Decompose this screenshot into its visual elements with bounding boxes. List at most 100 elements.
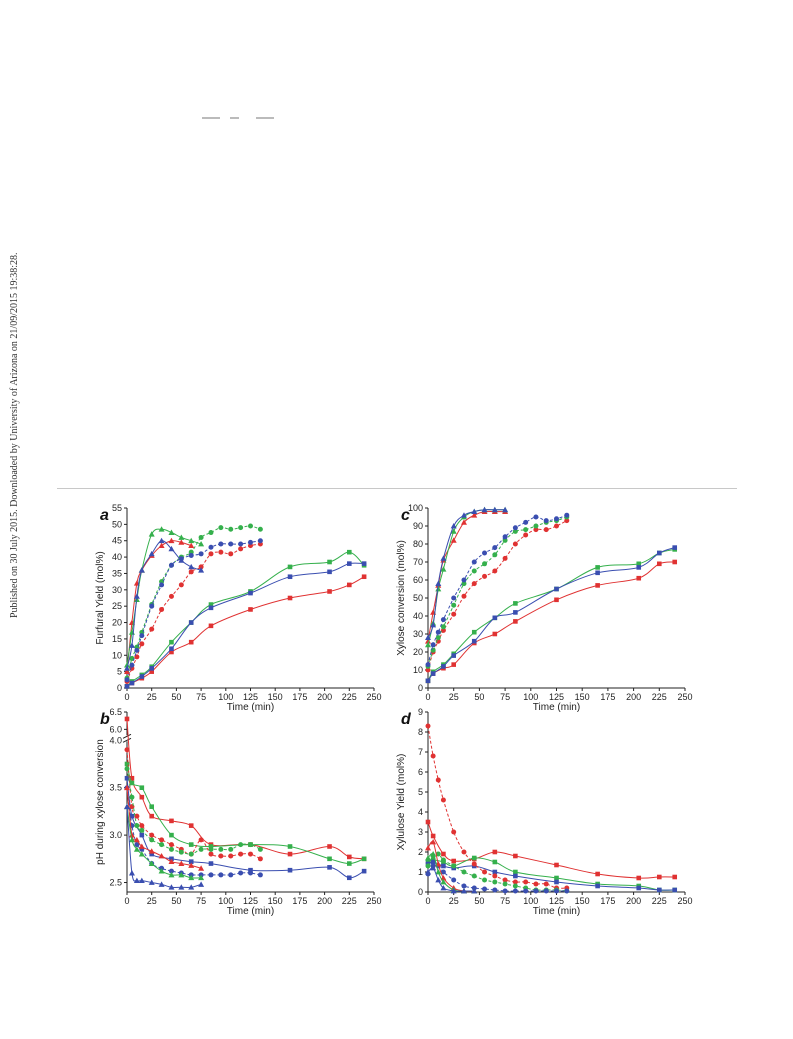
data-point xyxy=(238,546,244,552)
data-point xyxy=(481,506,488,513)
y-axis-label: pH during xylose conversion xyxy=(95,739,106,865)
data-point xyxy=(430,671,436,676)
data-point xyxy=(361,856,367,862)
y-tick-label: 1 xyxy=(418,867,423,877)
x-tick-label: 250 xyxy=(677,896,692,906)
data-point xyxy=(238,525,244,531)
data-point xyxy=(657,887,662,893)
y-axis-label: Xylulose Yield (mol%) xyxy=(396,754,407,851)
y-tick-label: 90 xyxy=(413,521,423,531)
data-point xyxy=(451,653,456,658)
y-tick-label: 0 xyxy=(117,683,122,693)
data-point xyxy=(124,662,130,668)
data-point xyxy=(512,883,518,889)
data-point xyxy=(564,518,570,524)
data-point xyxy=(523,527,529,533)
data-point xyxy=(425,634,431,640)
data-point xyxy=(139,633,145,639)
data-point xyxy=(440,885,447,891)
data-point xyxy=(198,541,205,547)
data-point xyxy=(218,872,224,878)
x-tick-label: 175 xyxy=(292,896,307,906)
data-point xyxy=(139,641,145,647)
series-line xyxy=(126,540,261,680)
data-point xyxy=(208,551,214,557)
data-point xyxy=(451,602,457,608)
data-point xyxy=(228,853,234,859)
data-point xyxy=(168,562,174,568)
data-point xyxy=(435,635,441,641)
data-point xyxy=(208,851,214,857)
data-point xyxy=(543,881,549,887)
data-point xyxy=(502,555,508,561)
data-point xyxy=(461,883,467,889)
data-point xyxy=(425,678,431,684)
data-point xyxy=(440,879,447,885)
data-point xyxy=(169,818,174,824)
x-tick-label: 0 xyxy=(124,896,129,906)
data-point xyxy=(248,851,253,857)
data-point xyxy=(228,526,234,532)
data-point xyxy=(133,877,140,884)
data-point xyxy=(435,777,441,783)
data-point xyxy=(554,523,559,529)
data-point xyxy=(198,837,204,843)
data-point xyxy=(188,823,194,828)
data-point xyxy=(178,582,184,588)
data-point xyxy=(492,879,498,885)
data-point xyxy=(148,550,155,557)
data-point xyxy=(149,669,154,674)
data-point xyxy=(430,622,437,628)
data-point xyxy=(124,766,130,772)
data-point xyxy=(564,888,570,894)
y-tick-label: 20 xyxy=(413,647,423,657)
data-point xyxy=(460,512,467,518)
x-axis-label: Time (min) xyxy=(227,906,274,917)
data-point xyxy=(188,859,194,864)
data-point xyxy=(430,642,436,648)
data-point xyxy=(129,775,135,781)
data-point xyxy=(451,611,457,617)
data-point xyxy=(327,844,332,849)
data-point xyxy=(178,557,185,563)
data-point xyxy=(133,593,140,599)
data-point xyxy=(228,541,234,547)
series-line xyxy=(126,768,261,855)
series-line xyxy=(126,778,365,879)
data-point xyxy=(425,845,431,851)
data-point xyxy=(672,559,678,565)
data-point xyxy=(523,879,529,885)
data-point xyxy=(178,884,185,890)
data-point xyxy=(158,852,165,859)
data-point xyxy=(238,851,244,857)
data-point xyxy=(138,877,145,884)
x-tick-label: 125 xyxy=(549,896,564,906)
x-tick-label: 225 xyxy=(342,896,357,906)
data-point xyxy=(471,888,478,894)
data-point xyxy=(554,586,559,592)
series-line xyxy=(427,514,567,665)
data-point xyxy=(471,629,477,635)
data-point xyxy=(440,624,446,630)
y-tick-label: 3.5 xyxy=(109,783,122,793)
data-point xyxy=(139,823,145,829)
panel-label: c xyxy=(401,507,410,524)
data-point xyxy=(425,667,431,673)
data-point xyxy=(124,747,130,753)
data-point xyxy=(238,541,244,547)
data-point xyxy=(188,620,194,625)
data-point xyxy=(134,813,140,819)
data-point xyxy=(188,569,194,575)
data-point xyxy=(513,873,518,879)
data-point xyxy=(523,532,529,538)
data-point xyxy=(128,832,135,838)
data-point xyxy=(595,883,600,889)
data-point xyxy=(471,855,477,861)
x-tick-label: 0 xyxy=(425,896,430,906)
data-point xyxy=(168,545,175,552)
data-point xyxy=(461,581,467,587)
data-point xyxy=(149,666,154,671)
data-point xyxy=(188,639,194,645)
data-point xyxy=(347,861,352,866)
data-point xyxy=(435,586,442,592)
